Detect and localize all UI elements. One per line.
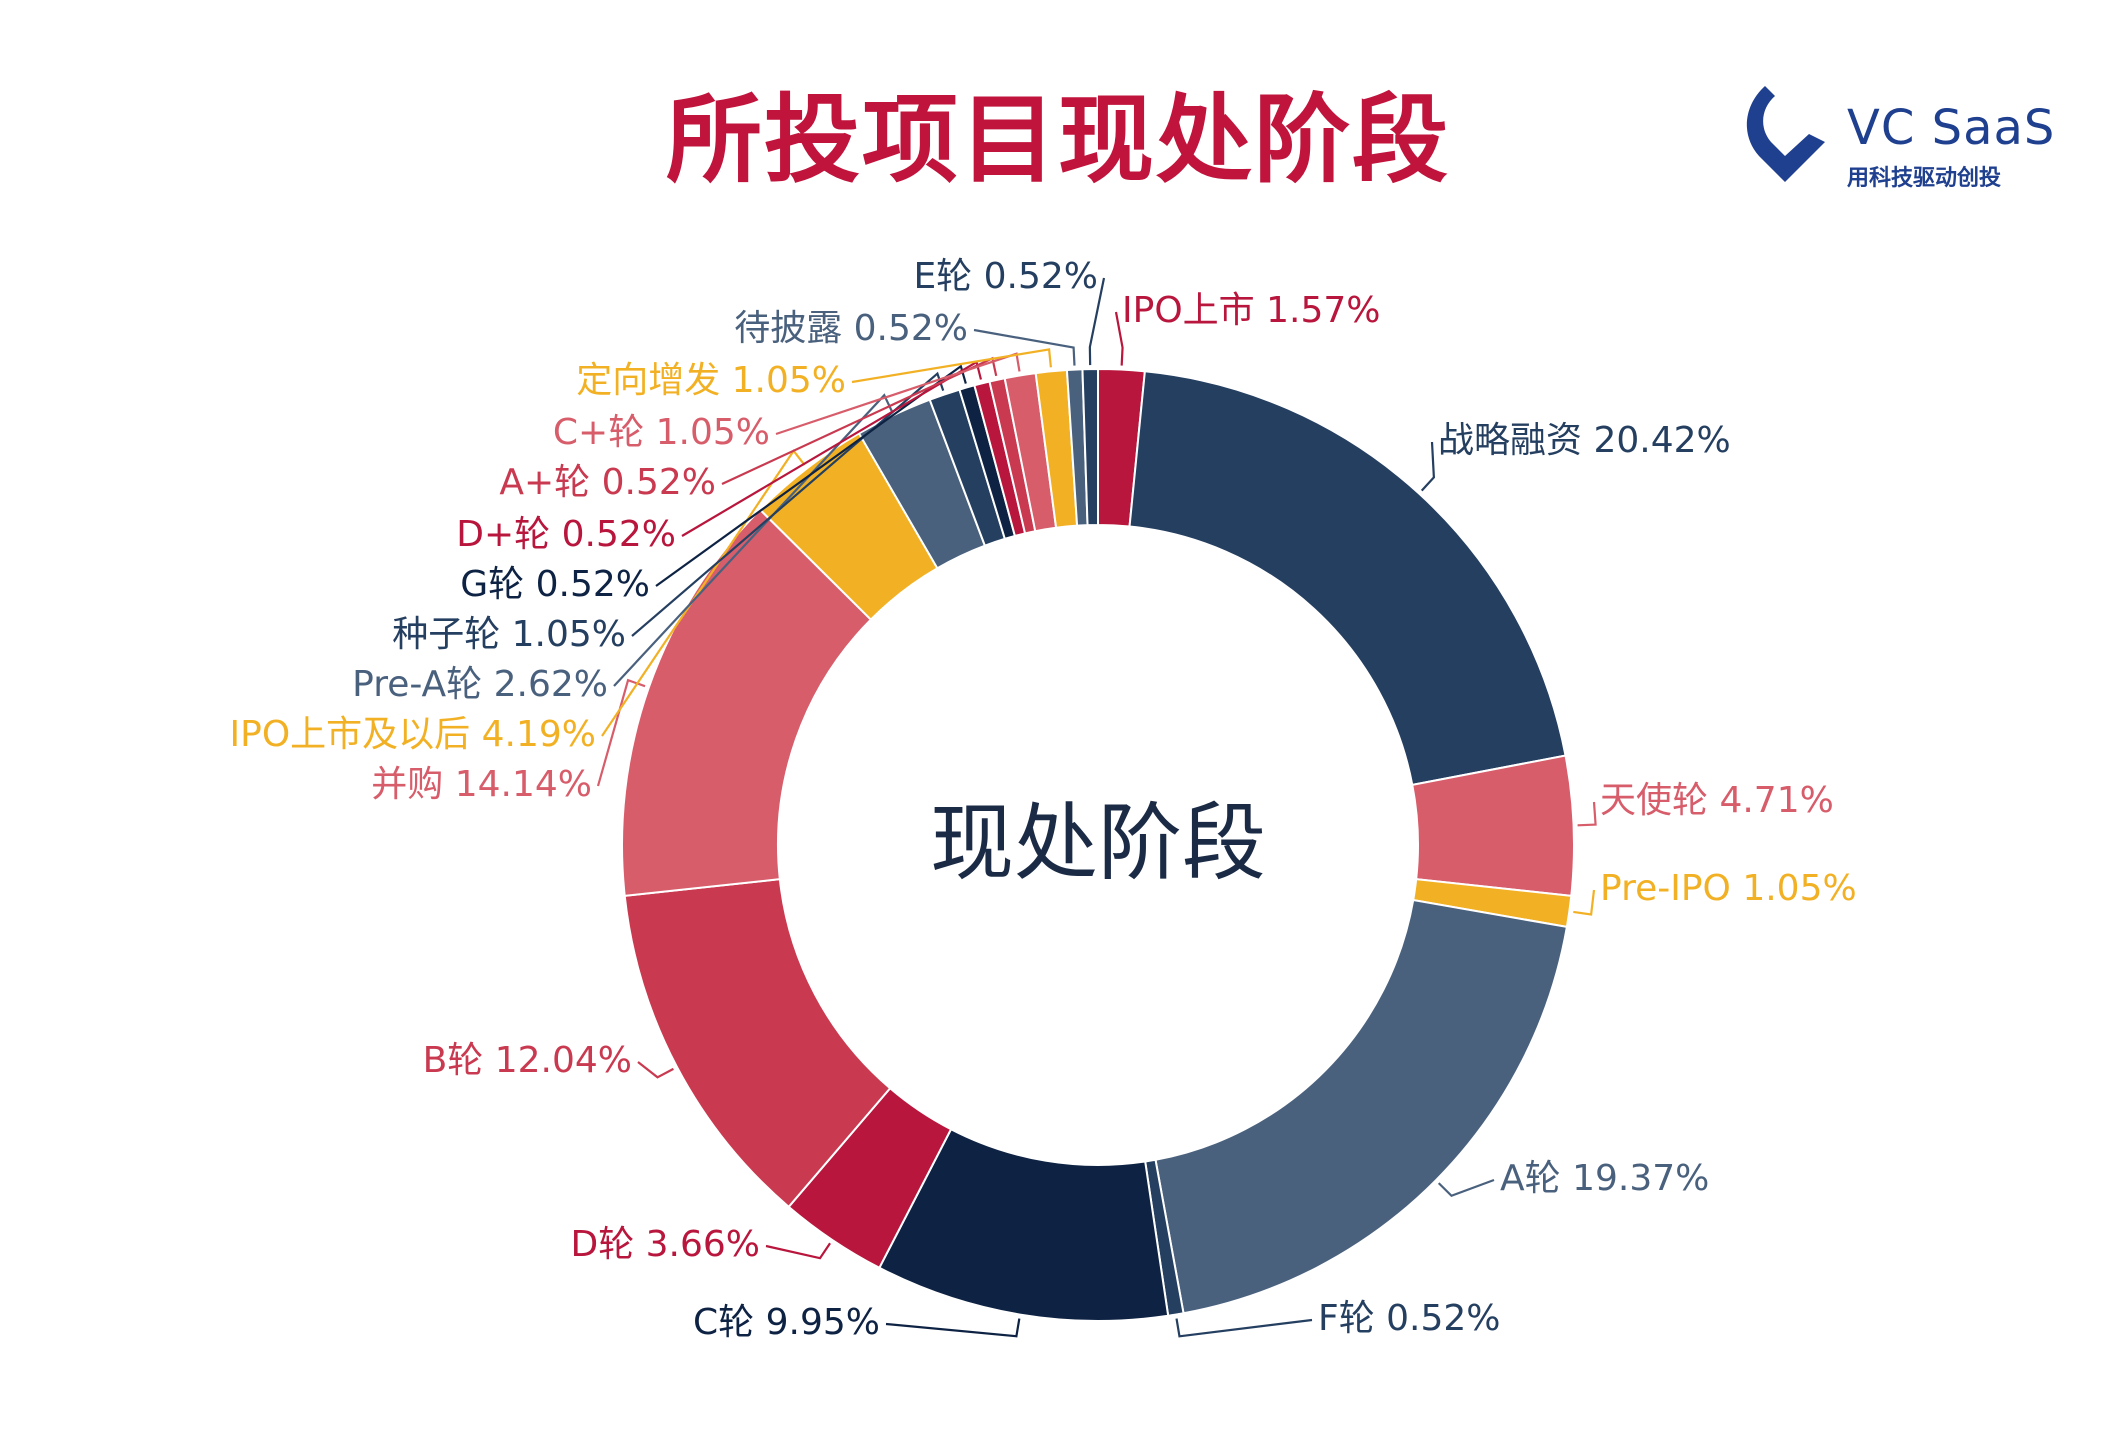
donut-center-label: 现处阶段 <box>930 794 1266 892</box>
leader-line-4 <box>1437 1178 1495 1198</box>
slice-label-9: 并购 14.14% <box>371 764 592 805</box>
slice-label-18: 待披露 0.52% <box>734 308 968 349</box>
leader-line-18 <box>973 328 1076 366</box>
slice-label-12: 种子轮 1.05% <box>392 614 626 655</box>
leader-line-13 <box>655 364 967 587</box>
leader-line-3 <box>1573 889 1596 916</box>
vc-saas-logo-icon <box>1746 86 1825 182</box>
slice-label-15: A+轮 0.52% <box>499 462 716 503</box>
leader-line-2 <box>1577 801 1597 827</box>
slice-1[interactable] <box>1128 370 1567 787</box>
slice-label-5: F轮 0.52% <box>1318 1298 1501 1339</box>
logo-tagline: 用科技驱动创投 <box>1847 166 2002 191</box>
slice-label-4: A轮 19.37% <box>1500 1158 1709 1199</box>
leader-line-9 <box>596 678 646 787</box>
leader-line-7 <box>765 1242 831 1260</box>
slice-label-19: E轮 0.52% <box>913 256 1098 297</box>
vc-saas-logo: VC SaaS 用科技驱动创投 <box>1735 78 2054 191</box>
slice-label-8: B轮 12.04% <box>423 1040 632 1081</box>
slice-label-16: C+轮 1.05% <box>553 412 770 453</box>
slice-label-7: D轮 3.66% <box>570 1224 760 1265</box>
page-title: 所投项目现处阶段 <box>666 84 1450 196</box>
leader-line-5 <box>1175 1318 1313 1338</box>
leader-line-19 <box>1088 277 1106 366</box>
leader-line-12 <box>631 371 945 637</box>
slice-label-14: D+轮 0.52% <box>456 514 676 555</box>
slice-label-0: IPO上市 1.57% <box>1122 290 1380 331</box>
slice-label-11: Pre-A轮 2.62% <box>352 664 608 705</box>
leader-line-6 <box>885 1318 1021 1338</box>
slice-label-3: Pre-IPO 1.05% <box>1600 868 1857 909</box>
slice-19[interactable] <box>1081 367 1099 527</box>
leader-line-17 <box>851 348 1052 384</box>
slice-label-17: 定向增发 1.05% <box>576 360 846 401</box>
logo-name: VC SaaS <box>1847 100 2056 156</box>
slice-label-13: G轮 0.52% <box>460 564 650 605</box>
slice-label-6: C轮 9.95% <box>693 1302 880 1343</box>
slice-labels: IPO上市 1.57% 战略融资 20.42% 天使轮 4.71% Pre-IPO 1… <box>230 256 1857 1343</box>
slice-label-1: 战略融资 20.42% <box>1438 420 1731 461</box>
leader-line-1 <box>1420 441 1436 492</box>
slice-label-10: IPO上市及以后 4.19% <box>230 714 596 755</box>
slice-label-2: 天使轮 4.71% <box>1600 780 1834 821</box>
label-leaders <box>596 277 1597 1338</box>
leader-line-0 <box>1114 311 1124 366</box>
donut-slices <box>621 367 1575 1323</box>
slice-4[interactable] <box>1154 898 1569 1315</box>
leader-line-8 <box>637 1061 674 1079</box>
